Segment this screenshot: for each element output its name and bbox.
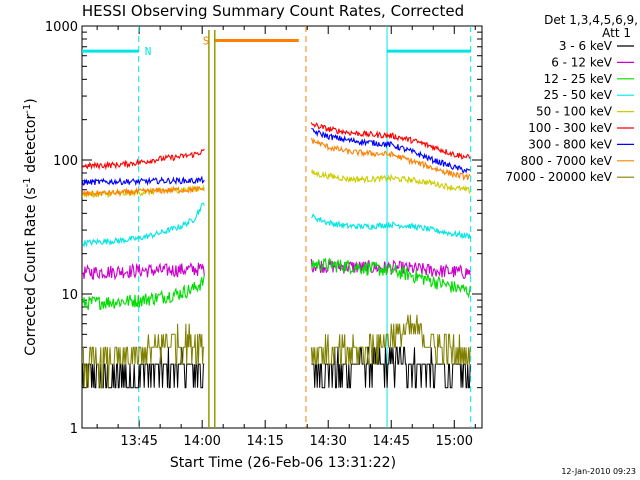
y-axis-label-main: Corrected Count Rate (s [23,187,39,355]
series-layer [81,122,471,389]
legend-label: 7000 - 20000 keV [505,170,612,184]
legend-label: 100 - 300 keV [528,121,612,135]
legend-header-line2: Att 1 [602,26,631,40]
legend-label: 300 - 800 keV [528,137,612,151]
x-tick-label: 15:00 [436,434,473,449]
x-tick-label: 13:45 [120,434,157,449]
legend-label: 12 - 25 keV [544,72,613,86]
series-line-pre-7 [81,185,205,198]
legend-label: 50 - 100 keV [536,105,613,119]
plot-frame [81,25,483,429]
series-line-post-5 [310,122,471,160]
legend-header-line1: Det 1,3,4,5,6,9, [544,13,638,27]
axis-ticks: 13:45 14:00 14:15 14:30 14:45 15:00 1 10 100 1000 [45,20,482,449]
y-tick-label: 100 [53,154,78,169]
y-tick-label: 1000 [45,20,78,35]
footer-timestamp: 12-Jan-2010 09:23 [561,467,636,476]
x-tick-label: 14:30 [309,434,346,449]
x-tick-label: 14:00 [183,434,220,449]
series-line-pre-1 [82,262,205,281]
series-line-post-8 [310,314,471,365]
legend-label: 3 - 6 keV [559,39,613,53]
y-axis-label-sup2: -1 [22,104,33,114]
series-line-post-2 [310,257,471,299]
y-tick-label: 10 [61,288,78,303]
series-line-post-7 [310,137,471,181]
legend-label: 800 - 7000 keV [521,154,613,168]
y-tick-label: 1 [70,422,78,437]
annotation-layer: NS [82,26,472,428]
series-line-post-4 [310,168,471,194]
saa-label: S [203,34,210,47]
series-line-pre-3 [81,202,205,248]
x-axis-label: Start Time (26-Feb-06 13:31:22) [170,455,396,471]
legend-label: 25 - 50 keV [544,88,613,102]
series-line-post-3 [311,212,471,239]
legend-label: 6 - 12 keV [551,55,613,69]
series-line-pre-2 [81,274,205,311]
series-line-pre-8 [82,323,205,389]
night-label: N [145,45,152,58]
series-line-pre-6 [81,175,205,187]
y-axis-label: Corrected Count Rate (s-1 detector-1) [22,98,39,355]
x-tick-label: 14:45 [373,434,410,449]
legend: 3 - 6 keV 6 - 12 keV 12 - 25 keV 25 - 50 ke… [505,39,634,184]
y-axis-label-end: ) [23,98,39,103]
y-axis-label-mid: detector [23,114,39,178]
series-line-pre-5 [82,148,205,171]
chart-title: HESSI Observing Summary Count Rates, Cor… [82,2,464,20]
x-tick-label: 14:15 [246,434,283,449]
series-line-post-6 [311,127,471,174]
y-axis-label-sup1: -1 [22,177,33,187]
